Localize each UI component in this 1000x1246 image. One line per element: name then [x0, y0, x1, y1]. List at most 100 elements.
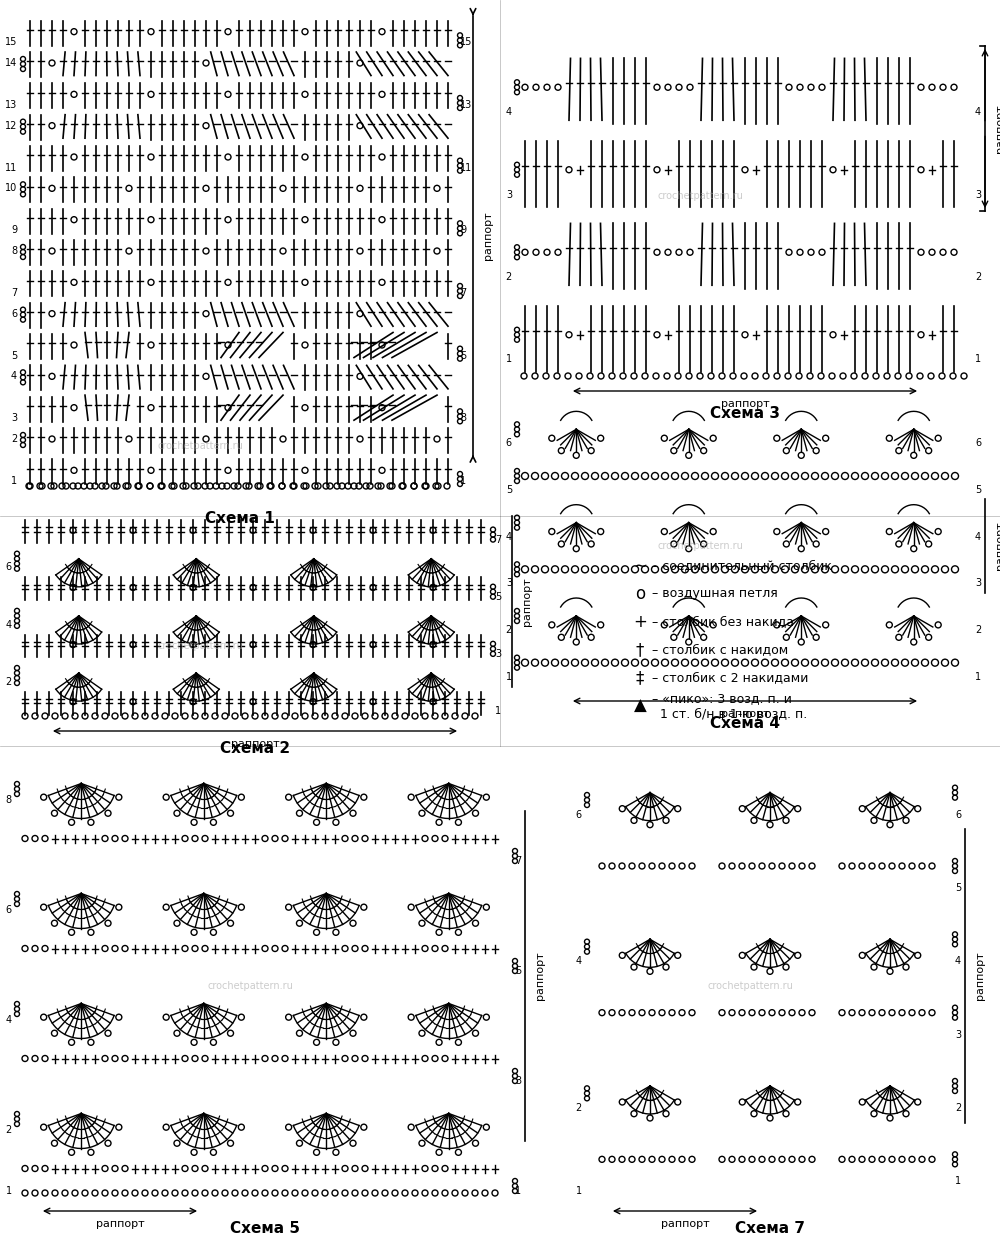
Text: 6: 6 — [6, 905, 12, 915]
Text: Схема 4: Схема 4 — [710, 716, 780, 731]
Text: 1: 1 — [506, 355, 512, 365]
Text: 7: 7 — [11, 288, 17, 298]
Text: 5: 5 — [975, 485, 981, 495]
Text: 14: 14 — [5, 59, 17, 69]
Text: 3: 3 — [975, 189, 981, 199]
Text: 2: 2 — [6, 1125, 12, 1135]
Text: 4: 4 — [6, 1015, 12, 1025]
Text: раппорт: раппорт — [995, 105, 1000, 153]
Text: 1: 1 — [576, 1186, 582, 1196]
Text: – столбик с накидом: – столбик с накидом — [652, 643, 788, 657]
Text: Схема 1: Схема 1 — [205, 511, 275, 526]
Text: 2: 2 — [6, 677, 12, 687]
Text: crochetpattern.ru: crochetpattern.ru — [707, 981, 793, 991]
Text: ‡: ‡ — [636, 669, 644, 687]
Text: раппорт: раппорт — [96, 1219, 144, 1229]
Text: Схема 2: Схема 2 — [220, 741, 290, 756]
Text: 4: 4 — [975, 532, 981, 542]
Text: 9: 9 — [460, 226, 466, 235]
Text: 2: 2 — [506, 272, 512, 282]
Text: 3: 3 — [955, 1029, 961, 1039]
Text: 2: 2 — [11, 434, 17, 444]
Text: 3: 3 — [515, 1077, 521, 1087]
Text: crochetpattern.ru: crochetpattern.ru — [657, 541, 743, 551]
Text: 2: 2 — [506, 625, 512, 635]
Text: 3: 3 — [506, 189, 512, 199]
Text: 4: 4 — [506, 532, 512, 542]
Text: Схема 5: Схема 5 — [230, 1221, 300, 1236]
Text: 3: 3 — [506, 578, 512, 588]
Text: 2: 2 — [955, 1103, 961, 1113]
Text: 8: 8 — [6, 795, 12, 805]
Text: Схема 7: Схема 7 — [735, 1221, 805, 1236]
Text: 15: 15 — [5, 37, 17, 47]
Text: 5: 5 — [460, 350, 466, 360]
Text: 15: 15 — [460, 37, 472, 47]
Text: 6: 6 — [955, 810, 961, 820]
Text: 11: 11 — [460, 163, 472, 173]
Text: 3: 3 — [975, 578, 981, 588]
Text: ▲: ▲ — [634, 697, 646, 715]
Text: ∼: ∼ — [633, 557, 647, 574]
Text: 5: 5 — [955, 883, 961, 893]
Text: раппорт: раппорт — [535, 952, 545, 1001]
Text: о: о — [635, 586, 645, 603]
Text: раппорт: раппорт — [975, 952, 985, 1001]
Text: 6: 6 — [6, 562, 12, 572]
Text: 1: 1 — [975, 355, 981, 365]
Text: 4: 4 — [11, 371, 17, 381]
Text: crochetpattern.ru: crochetpattern.ru — [657, 191, 743, 201]
Text: 13: 13 — [460, 100, 472, 110]
Text: 8: 8 — [11, 245, 17, 255]
Text: 1: 1 — [515, 1186, 521, 1196]
Text: 5: 5 — [515, 966, 521, 976]
Text: 7: 7 — [460, 288, 466, 298]
Text: раппорт: раппорт — [721, 399, 769, 409]
Text: 3: 3 — [495, 649, 501, 659]
Text: 6: 6 — [576, 810, 582, 820]
Text: 1: 1 — [11, 476, 17, 486]
Text: раппорт: раппорт — [231, 739, 279, 749]
Text: crochetpattern.ru: crochetpattern.ru — [207, 981, 293, 991]
Text: 1: 1 — [495, 706, 501, 716]
Text: 7: 7 — [515, 856, 521, 866]
Text: – соединительный столбик: – соединительный столбик — [652, 559, 832, 572]
Text: – столбик без накида: – столбик без накида — [652, 616, 794, 628]
Text: crochetpattern.ru: crochetpattern.ru — [157, 640, 243, 650]
Text: crochetpattern.ru: crochetpattern.ru — [157, 441, 243, 451]
Text: 4: 4 — [6, 619, 12, 629]
Text: 1: 1 — [975, 672, 981, 682]
Text: 3: 3 — [11, 414, 17, 424]
Text: 1: 1 — [506, 672, 512, 682]
Text: 6: 6 — [975, 439, 981, 449]
Text: 2: 2 — [975, 625, 981, 635]
Text: 7: 7 — [495, 535, 501, 545]
Text: раппорт: раппорт — [661, 1219, 709, 1229]
Text: 12: 12 — [5, 121, 17, 131]
Text: 2: 2 — [975, 272, 981, 282]
Text: раппорт: раппорт — [522, 577, 532, 625]
Text: раппорт: раппорт — [995, 522, 1000, 571]
Text: 10: 10 — [5, 183, 17, 193]
Text: 5: 5 — [495, 592, 501, 602]
Text: 1: 1 — [460, 476, 466, 486]
Text: раппорт: раппорт — [721, 709, 769, 719]
Text: раппорт: раппорт — [483, 211, 493, 259]
Text: 4: 4 — [506, 107, 512, 117]
Text: 6: 6 — [506, 439, 512, 449]
Text: – столбик с 2 накидами: – столбик с 2 накидами — [652, 672, 808, 684]
Text: – «пико»: 3 возд. п. и
  1 ст. б/н в 1-ю возд. п.: – «пико»: 3 возд. п. и 1 ст. б/н в 1-ю в… — [652, 692, 807, 720]
Text: 11: 11 — [5, 163, 17, 173]
Text: 13: 13 — [5, 100, 17, 110]
Text: 2: 2 — [576, 1103, 582, 1113]
Text: 4: 4 — [955, 957, 961, 967]
Text: 9: 9 — [11, 226, 17, 235]
Text: +: + — [633, 613, 647, 630]
Text: Схема 3: Схема 3 — [710, 406, 780, 421]
Text: 5: 5 — [506, 485, 512, 495]
Text: 6: 6 — [11, 309, 17, 319]
Text: 1: 1 — [6, 1186, 12, 1196]
Text: 3: 3 — [460, 414, 466, 424]
Text: 1: 1 — [955, 1176, 961, 1186]
Text: 5: 5 — [11, 350, 17, 360]
